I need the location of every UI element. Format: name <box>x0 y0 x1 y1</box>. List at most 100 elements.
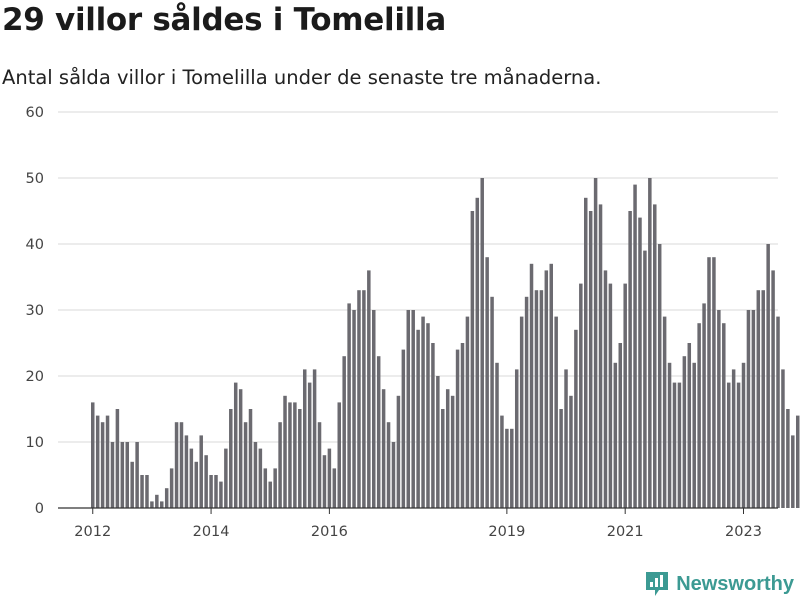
bar <box>519 316 524 508</box>
bar <box>357 290 361 508</box>
bar <box>253 442 258 508</box>
bar <box>194 461 199 508</box>
bar <box>100 422 105 508</box>
bar <box>125 442 130 508</box>
bar <box>539 290 544 508</box>
bar <box>347 303 351 508</box>
bar <box>91 402 95 508</box>
chart-title: 29 villor såldes i Tomelilla <box>2 2 446 38</box>
bar <box>766 244 770 508</box>
bar <box>490 296 494 508</box>
bar <box>534 290 539 508</box>
bar <box>786 409 790 508</box>
bar <box>702 303 706 508</box>
bar <box>717 310 721 508</box>
bar <box>307 382 312 508</box>
bar <box>579 283 583 508</box>
bar <box>648 178 652 508</box>
bar <box>248 409 253 508</box>
bar <box>672 382 677 508</box>
bar <box>179 422 184 508</box>
y-tick-label: 50 <box>26 171 44 187</box>
bar <box>204 455 208 508</box>
bar <box>795 415 800 508</box>
bar <box>682 356 687 508</box>
bar <box>233 382 238 508</box>
bar <box>643 250 647 508</box>
bar <box>416 329 420 508</box>
bar <box>145 475 149 508</box>
bar <box>638 217 642 508</box>
newsworthy-brand[interactable]: Newsworthy <box>644 570 794 598</box>
bar <box>406 310 411 508</box>
bar <box>736 382 741 508</box>
bar <box>327 448 332 508</box>
bar <box>169 468 174 508</box>
bar <box>445 389 450 508</box>
bar <box>342 356 346 508</box>
bar <box>421 316 425 508</box>
bar <box>480 178 484 508</box>
bar <box>110 442 115 508</box>
bar <box>623 283 627 508</box>
bar <box>140 475 144 508</box>
bar <box>465 316 470 508</box>
bar <box>613 362 618 508</box>
bar <box>352 310 356 508</box>
newsworthy-logo-icon <box>646 572 669 596</box>
bar <box>317 422 322 508</box>
bar <box>505 428 509 508</box>
bar <box>431 343 435 508</box>
bar <box>130 461 134 508</box>
bar <box>155 494 159 508</box>
bar <box>199 435 203 508</box>
bar <box>771 270 775 508</box>
bar <box>401 349 406 508</box>
bar <box>273 468 277 508</box>
bar <box>372 310 376 508</box>
x-tick-label: 2012 <box>74 524 111 540</box>
bar <box>485 257 489 508</box>
bar <box>95 415 100 508</box>
bar <box>722 323 726 508</box>
bar <box>322 455 327 508</box>
bar <box>362 290 366 508</box>
bar <box>381 389 386 508</box>
y-tick-label: 20 <box>26 369 44 385</box>
bar <box>150 501 154 508</box>
bar <box>781 369 785 508</box>
bar <box>588 211 593 508</box>
bar <box>687 343 692 508</box>
bar <box>263 468 268 508</box>
bar <box>549 263 553 508</box>
bar <box>731 369 736 508</box>
x-tick-label: 2019 <box>488 524 525 540</box>
bar <box>209 475 213 508</box>
bar <box>283 395 287 508</box>
bar <box>524 296 529 508</box>
y-tick-label: 0 <box>35 501 44 517</box>
x-tick-label: 2023 <box>725 524 762 540</box>
chart-subtitle: Antal sålda villor i Tomelilla under de … <box>2 66 602 89</box>
bar <box>115 409 120 508</box>
bar <box>574 329 578 508</box>
bar <box>214 475 218 508</box>
bar <box>224 448 228 508</box>
brand-name: Newsworthy <box>676 572 794 595</box>
bar <box>712 257 716 508</box>
bar <box>741 362 746 508</box>
y-tick-label: 40 <box>26 237 44 253</box>
bar <box>554 316 558 508</box>
bar <box>598 204 603 508</box>
bar <box>455 349 460 508</box>
bar <box>386 422 391 508</box>
bar <box>278 422 282 508</box>
bar <box>460 343 465 508</box>
bar <box>258 448 263 508</box>
y-tick-label: 10 <box>26 435 44 451</box>
bar <box>268 481 272 508</box>
bar <box>120 442 125 508</box>
bar <box>628 211 632 508</box>
bar <box>312 369 317 508</box>
